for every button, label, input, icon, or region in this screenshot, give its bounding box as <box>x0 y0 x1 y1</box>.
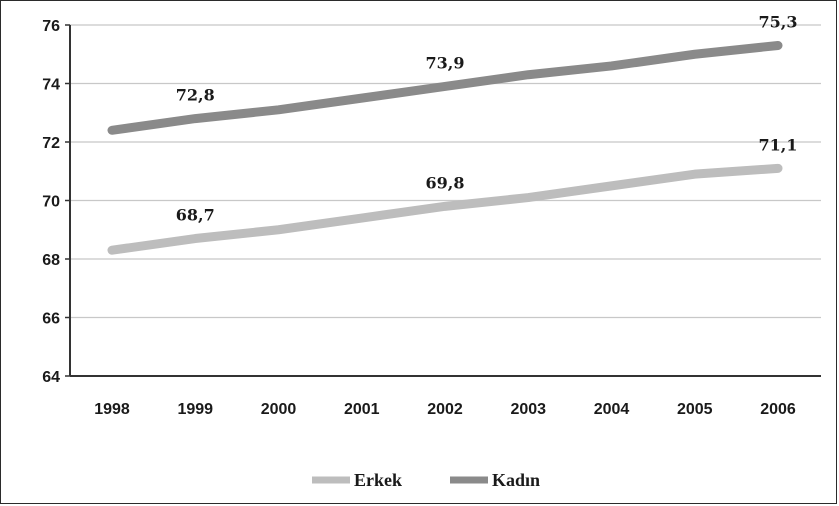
data-label-layer: 68,7 69,8 71,1 72,8 73,9 75,3 <box>176 12 798 224</box>
data-label: 72,8 <box>176 86 215 105</box>
series-line-kadın <box>107 40 783 135</box>
legend-item-erkek: Erkek <box>312 470 402 490</box>
legend: Erkek Kadın <box>312 470 540 490</box>
series-line-erkek <box>107 163 783 255</box>
data-label: 68,7 <box>176 206 215 225</box>
x-tick-label: 1998 <box>94 401 130 418</box>
legend-item-kadın: Kadın <box>450 470 540 490</box>
series-layer <box>107 40 783 255</box>
x-tick-label: 2005 <box>677 401 713 418</box>
y-tick-label: 76 <box>42 18 60 35</box>
y-tick-label: 70 <box>42 194 60 211</box>
x-tick-label: 2004 <box>594 401 630 418</box>
x-tick-label: 2006 <box>760 401 796 418</box>
data-label: 73,9 <box>426 53 465 72</box>
axis-layer: 64 66 68 70 72 74 76 1998 1999 2000 2001 2002 2003 20… <box>42 18 821 418</box>
x-tick-label: 2001 <box>344 401 380 418</box>
y-tick-label: 68 <box>42 252 60 269</box>
y-tick-label: 74 <box>42 77 60 94</box>
y-tick-label: 72 <box>42 135 60 152</box>
x-tick-label: 2003 <box>510 401 546 418</box>
legend-label: Kadın <box>492 470 540 490</box>
x-tick-label: 2002 <box>427 401 463 418</box>
grid-layer <box>70 24 821 319</box>
y-tick-label: 66 <box>42 311 60 328</box>
x-tick-label: 2000 <box>261 401 297 418</box>
data-label: 75,3 <box>759 12 798 31</box>
y-tick-label: 64 <box>42 369 60 386</box>
data-label: 71,1 <box>759 135 798 154</box>
data-label: 69,8 <box>426 173 465 192</box>
x-tick-label: 1999 <box>177 401 213 418</box>
legend-label: Erkek <box>354 470 402 490</box>
